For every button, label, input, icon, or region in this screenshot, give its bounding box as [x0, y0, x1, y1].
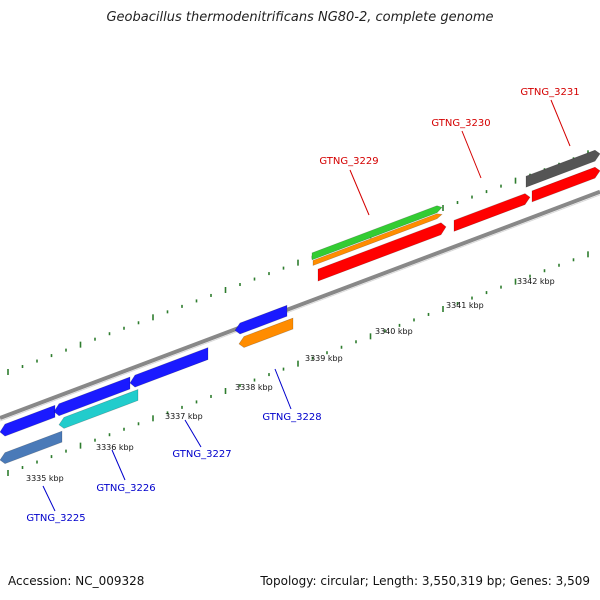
scale-label: 3339 kbp — [305, 354, 343, 363]
gene-label-leader — [349, 169, 370, 216]
forward-gene-red-1 — [317, 222, 447, 282]
forward-gene-red-2 — [453, 193, 531, 232]
gene-label: GTNG_3226 — [96, 483, 155, 494]
reverse-gene-blue-1 — [0, 404, 56, 437]
tick-track-lower — [7, 251, 589, 476]
forward-gene-gray — [525, 149, 600, 188]
gene-label-leader — [274, 368, 292, 410]
reverse-cds-orange — [238, 317, 294, 348]
gene-label-leader — [42, 485, 56, 512]
gene-label-leader — [550, 99, 571, 147]
genome-backbone-shadow — [0, 194, 600, 422]
forward-rna-green — [311, 205, 443, 261]
reverse-gene-steelblue — [0, 430, 63, 464]
scale-label: 3335 kbp — [26, 474, 64, 483]
scale-label: 3340 kbp — [375, 327, 413, 336]
tick-track-upper — [7, 150, 589, 375]
reverse-gene-blue-3 — [129, 347, 209, 388]
gene-label-leader — [461, 130, 482, 179]
gene-label-leader — [184, 419, 202, 448]
accession-label: Accession: NC_009328 — [8, 574, 145, 588]
scale-label: 3342 kbp — [517, 277, 555, 286]
scale-label: 3341 kbp — [446, 301, 484, 310]
reverse-gene-blue-4 — [234, 304, 288, 335]
scale-label: 3337 kbp — [165, 412, 203, 421]
forward-gene-red-3 — [531, 166, 600, 203]
genome-backbone — [0, 189, 600, 420]
gene-label-leader — [111, 449, 126, 481]
scale-label: 3338 kbp — [235, 383, 273, 392]
map-title: Geobacillus thermodenitrificans NG80-2, … — [106, 10, 494, 25]
gene-label: GTNG_3230 — [431, 118, 490, 129]
reverse-cds-cyan — [58, 389, 139, 429]
gene-label: GTNG_3231 — [520, 87, 579, 98]
genome-stats-label: Topology: circular; Length: 3,550,319 bp… — [260, 574, 590, 588]
gene-label: GTNG_3227 — [172, 449, 231, 460]
forward-cds-orange — [312, 213, 443, 266]
scale-label: 3336 kbp — [96, 443, 134, 452]
gene-label: GTNG_3225 — [26, 513, 85, 524]
gene-label: GTNG_3229 — [319, 156, 378, 167]
gene-label: GTNG_3228 — [262, 412, 321, 423]
